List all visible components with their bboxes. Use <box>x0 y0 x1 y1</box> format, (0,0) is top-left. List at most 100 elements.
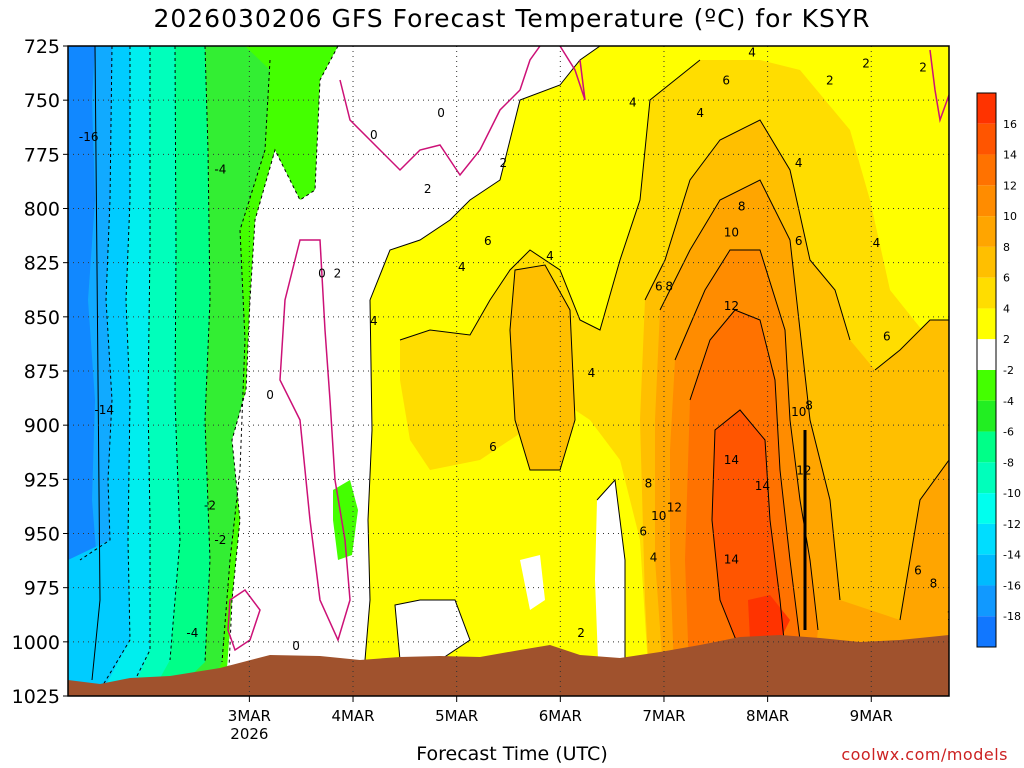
y-tick-label: 900 <box>24 415 60 437</box>
colorbar-swatch <box>977 93 996 124</box>
y-tick-label: 925 <box>24 469 60 491</box>
contour-label: -14 <box>94 403 114 417</box>
y-axis: 725 750 775 800 825 850 875 900 925 950 975 1000 102… <box>12 36 68 708</box>
white-gap-3 <box>520 555 545 610</box>
contour-label: 0 <box>437 106 445 120</box>
colorbar: 16 14 12 10 8 6 4 2 -2 -4 -6 -8 -10 -12 -14 -16 -18 <box>976 92 1021 648</box>
contour-label: 2 <box>499 156 507 170</box>
y-tick-label: 975 <box>24 578 60 600</box>
colorbar-swatch <box>977 554 996 586</box>
contour-label: 6 <box>914 563 922 577</box>
colorbar-tick-label: 16 <box>1003 118 1017 131</box>
y-tick-label: 1000 <box>12 632 60 654</box>
x-tick-label: 7MAR <box>642 707 685 725</box>
contour-label: 12 <box>667 501 682 515</box>
colorbar-swatch <box>977 400 996 432</box>
y-tick-label: 825 <box>24 253 60 275</box>
colorbar-swatch <box>977 216 996 247</box>
y-tick-label: 1025 <box>12 686 60 708</box>
colorbar-frame <box>976 92 997 648</box>
contour-label: 8 <box>805 399 813 413</box>
colorbar-swatch <box>977 616 996 647</box>
contour-label: 14 <box>724 553 739 567</box>
x-tick-sublabel: 2026 <box>230 725 268 743</box>
contour-label: 4 <box>650 550 658 564</box>
colorbar-tick-label: -18 <box>1003 610 1021 623</box>
colorbar-swatch <box>977 308 996 340</box>
colorbar-swatch <box>977 339 996 370</box>
y-tick-label: 775 <box>24 144 60 166</box>
contour-label: -16 <box>79 130 99 144</box>
x-tick-label: 9MAR <box>850 707 893 725</box>
colorbar-tick-label: -10 <box>1003 487 1021 500</box>
contour-label: 6 <box>489 440 497 454</box>
contour-label: 10 <box>724 225 739 239</box>
colorbar-tick-label: -12 <box>1003 518 1021 531</box>
white-gap-1 <box>395 600 470 660</box>
contour-lines <box>79 46 949 696</box>
contour-label: 8 <box>930 576 938 590</box>
contour-label: 10 <box>651 509 666 523</box>
credit-link[interactable]: coolwx.com/models <box>841 745 1008 764</box>
contour-label: 0 <box>318 267 326 281</box>
contour-label: 14 <box>755 479 770 493</box>
colorbar-swatch <box>977 277 996 309</box>
contour-label: 2 <box>334 267 342 281</box>
contour-label: 0 <box>266 388 274 402</box>
contour-label: 4 <box>546 249 554 263</box>
x-tick-label: 3MAR <box>228 707 271 725</box>
contour-label: 10 <box>791 405 806 419</box>
colorbar-tick-label: 12 <box>1003 179 1017 192</box>
contour-label: 4 <box>370 314 378 328</box>
green-blob <box>333 480 358 560</box>
contour-label: 10 <box>947 609 962 623</box>
contour-label: 4 <box>696 106 704 120</box>
colorbar-swatch <box>977 123 996 155</box>
chart-title: 2026030206 GFS Forecast Temperature (ºC)… <box>153 4 871 33</box>
contour-label: -4 <box>214 163 226 177</box>
colorbar-tick-label: -4 <box>1003 395 1014 408</box>
contour-label: 2 <box>577 626 585 640</box>
contour-label: 0 <box>370 128 378 142</box>
contour-label: 6 <box>484 234 492 248</box>
colorbar-swatch <box>977 370 996 401</box>
colorbar-tick-label: -14 <box>1003 549 1021 562</box>
contour-label: 8 <box>665 280 673 294</box>
contour-label: 4 <box>629 95 637 109</box>
contour-label: 6 <box>639 524 647 538</box>
y-tick-label: 725 <box>24 36 60 58</box>
y-tick-label: 875 <box>24 361 60 383</box>
colorbar-tick-label: -2 <box>1003 364 1014 377</box>
colorbar-swatch <box>977 493 996 524</box>
contour-label: 4 <box>458 260 466 274</box>
white-gap-2 <box>595 480 625 660</box>
colorbar-tick-label: -16 <box>1003 579 1021 592</box>
contour-label: 4 <box>588 366 596 380</box>
contour-label: 4 <box>795 156 803 170</box>
contour-label: -4 <box>186 626 198 640</box>
band-above-16 <box>748 595 790 640</box>
x-tick-label: 4MAR <box>331 707 374 725</box>
contour-label: 6 <box>795 234 803 248</box>
colorbar-swatch <box>977 585 996 617</box>
y-tick-label: 750 <box>24 90 60 112</box>
contour-label: 2 <box>919 61 927 75</box>
colorbar-tick-label: 4 <box>1003 302 1010 315</box>
contour-label: 14 <box>724 453 739 467</box>
contour-label: -2 <box>214 533 226 547</box>
contour-label: 0 <box>292 639 300 653</box>
x-tick-label: 5MAR <box>435 707 478 725</box>
contour-label: 6 <box>722 74 730 88</box>
x-axis-label: Forecast Time (UTC) <box>416 743 608 765</box>
colorbar-tick-label: 6 <box>1003 272 1010 285</box>
contour-label: 8 <box>738 199 746 213</box>
x-tick-label: 8MAR <box>746 707 789 725</box>
colorbar-swatch <box>977 431 996 463</box>
colorbar-tick-label: 8 <box>1003 241 1010 254</box>
contour-label: 4 <box>873 236 881 250</box>
x-tick-label: 6MAR <box>539 707 582 725</box>
colorbar-tick-label: -6 <box>1003 426 1014 439</box>
freezing-contours <box>227 46 949 652</box>
